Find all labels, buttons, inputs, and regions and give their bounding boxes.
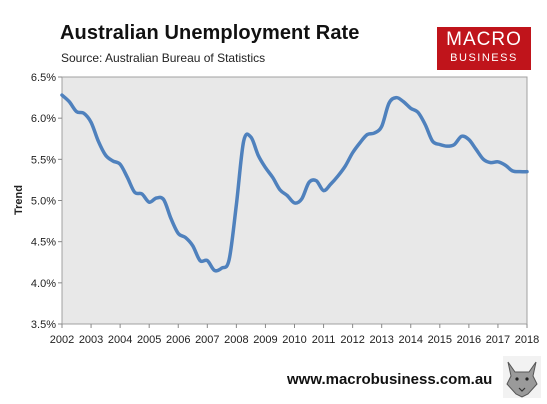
y-tick-label: 5.5% xyxy=(31,154,56,166)
logo-line-1: MACRO xyxy=(446,29,522,50)
chart-subtitle: Source: Australian Bureau of Statistics xyxy=(61,51,266,65)
x-tick-label: 2013 xyxy=(369,334,393,346)
x-tick-label: 2005 xyxy=(137,334,161,346)
x-tick-label: 2017 xyxy=(486,334,510,346)
logo-line-2: BUSINESS xyxy=(450,52,518,64)
x-tick-label: 2009 xyxy=(253,334,277,346)
y-tick-label: 3.5% xyxy=(31,319,56,331)
y-tick-label: 5.0% xyxy=(31,196,56,208)
x-tick-label: 2006 xyxy=(166,334,190,346)
y-tick-label: 6.5% xyxy=(31,72,56,84)
x-tick-label: 2007 xyxy=(195,334,219,346)
website-url: www.macrobusiness.com.au xyxy=(287,371,493,388)
macrobusiness-logo: MACRO BUSINESS xyxy=(437,27,531,70)
x-tick-label: 2002 xyxy=(50,334,74,346)
wolf-icon xyxy=(503,356,541,398)
x-tick-label: 2004 xyxy=(108,334,132,346)
chart-title: Australian Unemployment Rate xyxy=(60,22,360,44)
plot-area xyxy=(61,76,528,325)
x-tick-label: 2008 xyxy=(224,334,248,346)
y-axis-label: Trend xyxy=(13,185,25,215)
y-tick-label: 4.0% xyxy=(31,278,56,290)
x-tick-label: 2010 xyxy=(282,334,306,346)
x-tick-label: 2003 xyxy=(79,334,103,346)
x-tick-label: 2014 xyxy=(399,334,423,346)
x-tick-label: 2012 xyxy=(340,334,364,346)
y-tick-label: 6.0% xyxy=(31,113,56,125)
y-tick-label: 4.5% xyxy=(31,237,56,249)
x-tick-label: 2015 xyxy=(428,334,452,346)
x-tick-label: 2011 xyxy=(312,334,336,346)
x-tick-label: 2018 xyxy=(515,334,539,346)
x-tick-label: 2016 xyxy=(457,334,481,346)
